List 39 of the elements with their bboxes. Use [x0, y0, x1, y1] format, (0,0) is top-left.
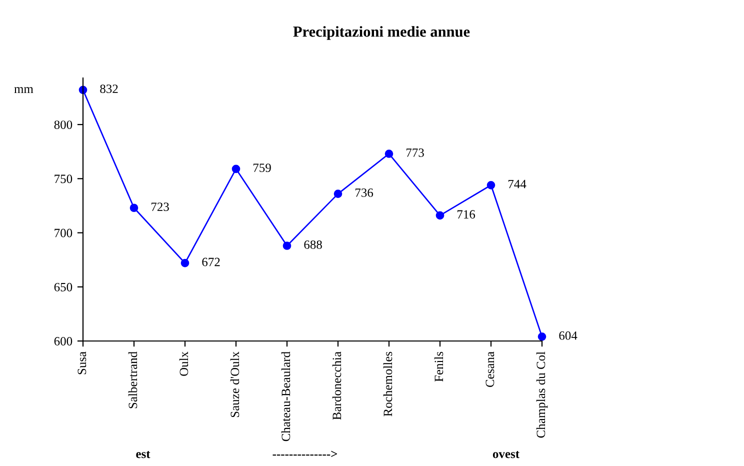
x-tick-label: Bardonecchia	[332, 352, 342, 420]
point	[232, 164, 240, 174]
chart-title: Precipitazioni medie annue	[293, 26, 470, 40]
x-tick-label: Chateau-Beaulard	[281, 352, 290, 442]
x-tick-label: Fenils	[434, 352, 444, 382]
x-tick-label: Oulx	[179, 352, 188, 376]
y-tick-label: 800	[54, 120, 72, 129]
text: ovest	[492, 450, 520, 458]
data-label: 672	[202, 258, 220, 266]
data-label: 723	[151, 202, 169, 212]
data-label: 604	[559, 331, 578, 340]
data-label: 736	[355, 188, 374, 197]
data-label: 759	[253, 164, 271, 172]
point	[436, 211, 444, 220]
x-tick-label: Susa	[78, 352, 86, 374]
data-label: 688	[304, 240, 322, 249]
y-tick-label: 600	[54, 337, 72, 346]
point	[538, 332, 546, 341]
data-label: 716	[457, 210, 476, 219]
y-tick-label: 700	[54, 228, 72, 238]
point	[130, 204, 138, 212]
y-tick-label: 650	[54, 282, 72, 292]
text: -------------->	[272, 450, 338, 457]
data-label: 832	[100, 84, 118, 94]
x-tick-label: Salbertrand	[128, 352, 138, 408]
x-tick-label: Cesana	[486, 352, 494, 388]
data-label: 744	[508, 180, 526, 188]
y-tick-label: 750	[54, 174, 72, 184]
point	[486, 180, 496, 190]
point	[180, 258, 190, 268]
x-tick-label: Champlas du Col	[536, 352, 548, 438]
y-axis-title: mm	[14, 87, 34, 94]
point	[384, 150, 394, 158]
x-tick-label: Sauze d'Oulx	[230, 352, 240, 418]
text: est	[136, 450, 150, 458]
x-tick-label: Rochemolles	[383, 352, 392, 416]
point	[334, 190, 342, 198]
point	[282, 242, 292, 250]
data-label: 773	[406, 148, 424, 157]
